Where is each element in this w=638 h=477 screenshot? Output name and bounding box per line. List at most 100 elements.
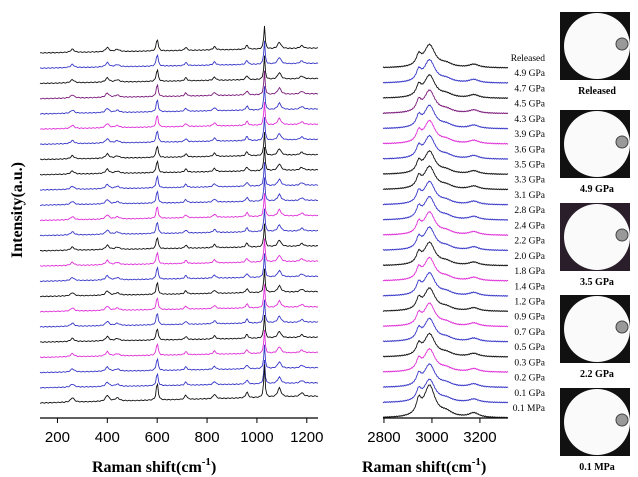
ruby-chip	[615, 413, 629, 427]
spectrum	[39, 162, 319, 191]
legend-label: 3.9 GPa	[514, 130, 545, 140]
ruby-chip	[615, 37, 629, 51]
spectrum	[382, 211, 509, 237]
spectrum	[39, 193, 319, 222]
x-tick-label: 600	[145, 429, 170, 446]
spectrum	[39, 364, 319, 404]
x-axis-label-2: Raman shift(cm-1)	[362, 456, 486, 476]
legend-label: 3.1 GPa	[514, 191, 545, 201]
image-caption: Released	[578, 86, 616, 97]
spectrum	[39, 329, 319, 359]
spectrum	[382, 195, 509, 221]
spectrum	[382, 363, 509, 389]
legend-label: 0.9 GPa	[514, 313, 545, 323]
spectrum	[382, 104, 509, 130]
micrograph	[560, 110, 630, 178]
legend-label: 0.3 GPa	[514, 358, 545, 368]
y-axis-label: Intensity(a.u.)	[9, 162, 26, 258]
legend-label: 2.0 GPa	[514, 252, 545, 262]
x-label-sup: -1	[472, 456, 481, 468]
spectrum	[39, 208, 319, 237]
x-tick-label: 200	[45, 429, 70, 446]
spectrum	[39, 223, 319, 252]
spectrum	[382, 317, 509, 343]
ruby-chip	[615, 228, 629, 242]
legend-label: 4.7 GPa	[514, 84, 545, 94]
spectrum	[382, 165, 509, 191]
spectrum	[382, 384, 509, 419]
spectrum	[382, 241, 509, 267]
spectrum	[382, 302, 509, 328]
spectrum	[39, 70, 319, 100]
sample-disk	[564, 13, 630, 79]
sample-disk	[564, 389, 630, 455]
legend-label: 1.8 GPa	[514, 267, 545, 277]
legend-label: 1.2 GPa	[514, 297, 545, 307]
spectrum	[39, 86, 319, 115]
sample-disk	[564, 204, 630, 270]
x-label-sup: -1	[202, 456, 211, 468]
spectrum	[40, 132, 319, 161]
sample-disk	[564, 111, 630, 177]
legend-label: Released	[511, 54, 546, 64]
spectrum	[382, 73, 509, 100]
x-tick-label: 1000	[240, 429, 273, 446]
image-caption: 2.2 GPa	[580, 369, 614, 380]
spectrum	[39, 147, 319, 176]
spectrum	[382, 287, 508, 313]
spectrum	[39, 55, 319, 85]
legend-label: 4.3 GPa	[514, 115, 545, 125]
x-tick-label: 3000	[415, 429, 448, 446]
spectrum	[382, 256, 509, 282]
ruby-chip	[615, 320, 629, 334]
x-label-end: )	[481, 459, 486, 476]
x-label-text: Raman shift(cm	[362, 459, 472, 476]
x-tick-label: 400	[95, 429, 120, 446]
spectrum	[39, 314, 318, 343]
spectrum	[39, 344, 319, 374]
legend-label: 0.5 GPa	[514, 343, 545, 353]
x-axis-label: Raman shift(cm-1)	[92, 456, 216, 476]
legend-label: 2.2 GPa	[514, 237, 545, 247]
spectrum	[39, 268, 318, 298]
micrograph	[560, 295, 630, 363]
legend-label: 0.1 MPa	[513, 404, 546, 414]
legend-label: 3.6 GPa	[514, 145, 545, 155]
x-label-text: Raman shift(cm	[92, 459, 202, 476]
x-tick-label: 3200	[463, 429, 496, 446]
spectrum	[382, 332, 509, 358]
legend-label: 3.3 GPa	[514, 176, 545, 186]
image-caption: 4.9 GPa	[580, 184, 614, 195]
x-tick-label: 1200	[290, 429, 323, 446]
spectrum	[39, 25, 319, 54]
image-caption: 3.5 GPa	[580, 277, 614, 288]
legend-label: 0.7 GPa	[514, 328, 545, 338]
legend-label: 2.8 GPa	[514, 206, 545, 216]
spectrum	[382, 43, 509, 69]
ruby-chip	[615, 135, 629, 149]
spectrum	[382, 347, 509, 373]
spectrum	[382, 89, 509, 115]
spectrum	[382, 134, 509, 161]
spectrum	[382, 119, 509, 145]
spectrum	[39, 284, 319, 313]
spectrum	[40, 177, 319, 206]
spectrum	[382, 180, 509, 206]
legend-label: 1.4 GPa	[514, 282, 545, 292]
legend-label: 3.5 GPa	[514, 161, 545, 171]
micrograph	[560, 12, 630, 80]
spectrum	[382, 271, 509, 297]
spectrum	[39, 299, 319, 328]
legend-label: 4.5 GPa	[514, 100, 545, 110]
spectrum	[382, 58, 509, 84]
spectrum	[39, 117, 319, 146]
x-label-end: )	[211, 459, 216, 476]
sample-disk	[564, 296, 630, 362]
legend-label: 2.4 GPa	[514, 221, 545, 231]
image-caption: 0.1 MPa	[579, 462, 615, 473]
legend-label: 0.1 GPa	[514, 389, 545, 399]
legend-label: 4.9 GPa	[514, 69, 545, 79]
x-tick-label: 2800	[367, 429, 400, 446]
x-tick-label: 800	[195, 429, 220, 446]
micrograph	[560, 388, 630, 456]
